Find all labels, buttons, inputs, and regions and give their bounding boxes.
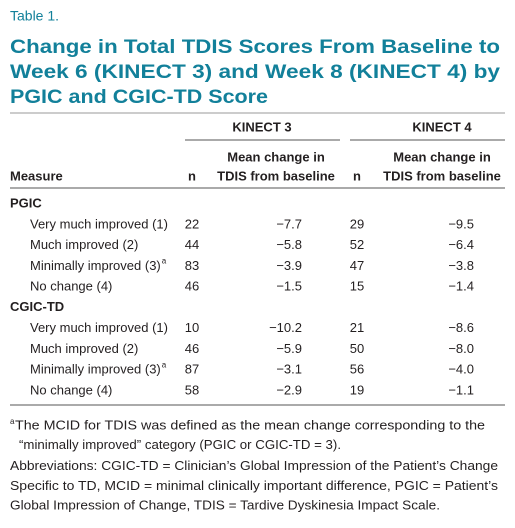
section-header: PGIC: [10, 195, 42, 210]
title-line: Change in Total TDIS Scores From Baselin…: [10, 37, 500, 58]
column-header: Mean change in: [227, 149, 325, 164]
cell: −3.9: [276, 258, 302, 273]
row-label: Minimally improved (3): [30, 258, 161, 273]
cell: −5.9: [276, 341, 302, 356]
cell: 52: [350, 237, 364, 252]
column-header: TDIS from baseline: [217, 168, 335, 183]
cell: −1.4: [448, 279, 474, 294]
group-header: KINECT 4: [412, 119, 472, 134]
footnote-text: The MCID for TDIS was defined as the mea…: [15, 417, 485, 432]
cell: 50: [350, 341, 364, 356]
cell: 10: [185, 320, 199, 335]
row-label: No change (4): [30, 382, 112, 397]
cell: −7.7: [276, 216, 302, 231]
title-line: PGIC and CGIC-TD Score: [10, 87, 268, 108]
row-label: Much improved (2): [30, 341, 138, 356]
footnote-marker: a: [162, 257, 167, 266]
cell: 29: [350, 216, 364, 231]
cell: −1.5: [276, 279, 302, 294]
cell: 83: [185, 258, 199, 273]
column-header: Mean change in: [393, 149, 491, 164]
cell: 44: [185, 237, 199, 252]
title-line: Week 6 (KINECT 3) and Week 8 (KINECT 4) …: [10, 62, 501, 83]
cell: 87: [185, 362, 199, 377]
cell: −3.1: [276, 362, 302, 377]
row-label: Very much improved (1): [30, 216, 168, 231]
footnote-marker: a: [10, 417, 15, 426]
column-header: TDIS from baseline: [383, 168, 501, 183]
column-header: Measure: [10, 168, 63, 183]
cell: −2.9: [276, 382, 302, 397]
row-label: No change (4): [30, 279, 112, 294]
cell: 56: [350, 362, 364, 377]
cell: 21: [350, 320, 364, 335]
row-label: Much improved (2): [30, 237, 138, 252]
footnote-marker: a: [162, 360, 167, 369]
cell: 46: [185, 279, 199, 294]
row-label: Very much improved (1): [30, 320, 168, 335]
cell: 46: [185, 341, 199, 356]
cell: −3.8: [448, 258, 474, 273]
footnote-text: Abbreviations: CGIC-TD = Clinician’s Glo…: [10, 458, 498, 473]
cell: −8.6: [448, 320, 474, 335]
cell: 58: [185, 382, 199, 397]
cell: −4.0: [448, 362, 474, 377]
column-header: n: [188, 168, 196, 183]
cell: −5.8: [276, 237, 302, 252]
cell: 19: [350, 382, 364, 397]
group-header: KINECT 3: [232, 119, 291, 134]
footnote-text: “minimally improved” category (PGIC or C…: [19, 437, 341, 452]
cell: −8.0: [448, 341, 474, 356]
section-header: CGIC-TD: [10, 299, 64, 314]
cell: −1.1: [448, 382, 474, 397]
cell: −9.5: [448, 216, 474, 231]
cell: 15: [350, 279, 364, 294]
footnote-text: Global Impression of Change, TDIS = Tard…: [10, 498, 440, 513]
column-header: n: [353, 168, 361, 183]
table-label: Table 1.: [10, 8, 59, 24]
cell: −6.4: [448, 237, 474, 252]
cell: −10.2: [269, 320, 302, 335]
cell: 47: [350, 258, 364, 273]
cell: 22: [185, 216, 199, 231]
row-label: Minimally improved (3): [30, 362, 161, 377]
footnote-text: Specific to TD, MCID = minimal clinicall…: [10, 478, 499, 493]
